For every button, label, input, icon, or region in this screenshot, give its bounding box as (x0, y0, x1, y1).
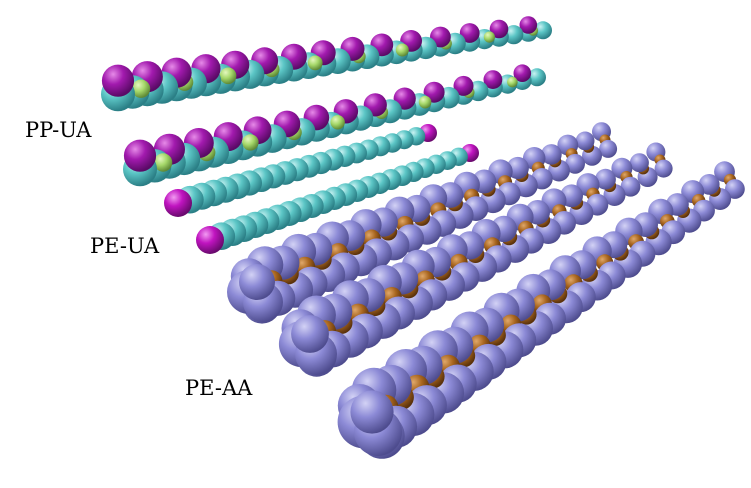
hydrogen-atom (565, 153, 585, 174)
joint-bead (330, 115, 345, 130)
methyl-bead (123, 139, 157, 172)
hydrogen-atom (541, 144, 562, 165)
end-bead (164, 189, 192, 217)
methyl-bead (101, 64, 135, 97)
joint-bead (307, 55, 323, 71)
hydrogen-atom (654, 159, 673, 178)
joint-bead (418, 95, 432, 109)
joint-bead (153, 153, 173, 172)
backbone-bead (528, 68, 546, 87)
methyl-bead (453, 75, 474, 96)
hydrogen-atom (599, 139, 618, 158)
pe-aa-chain-1 (227, 122, 618, 324)
pp-ua-chain-2 (123, 64, 546, 187)
molecular-chains (101, 16, 745, 459)
end-bead (196, 226, 224, 254)
methyl-bead (513, 64, 532, 82)
joint-bead (483, 31, 495, 43)
backbone-bead (504, 25, 524, 45)
methyl-bead (459, 23, 480, 43)
pp-ua-label: PP-UA (25, 118, 92, 142)
hydrogen-atom (725, 179, 745, 199)
hydrogen-atom (575, 131, 595, 151)
pe-aa-chain-2 (278, 142, 673, 377)
pe-ua-label: PE-UA (90, 234, 160, 258)
end-hydrogen (239, 264, 275, 300)
pe-aa-chain-3 (337, 161, 745, 459)
pe-aa-label: PE-AA (185, 376, 253, 400)
joint-bead (219, 67, 237, 85)
joint-bead (131, 79, 151, 98)
end-hydrogen (291, 315, 329, 353)
hydrogen-atom (620, 176, 641, 197)
methyl-bead (483, 70, 503, 89)
hydrogen-atom (629, 153, 649, 173)
joint-bead (242, 134, 259, 151)
end-hydrogen (350, 390, 394, 434)
joint-bead (507, 76, 518, 88)
methyl-bead (519, 16, 538, 34)
pp-ua-chain-1 (101, 16, 552, 112)
joint-bead (395, 43, 409, 57)
pe-ua-chain-2 (196, 144, 479, 254)
pe-ua-chain-1 (164, 124, 437, 217)
methyl-bead (489, 19, 509, 39)
backbone-bead (534, 21, 552, 40)
hydrogen-atom (595, 168, 616, 190)
